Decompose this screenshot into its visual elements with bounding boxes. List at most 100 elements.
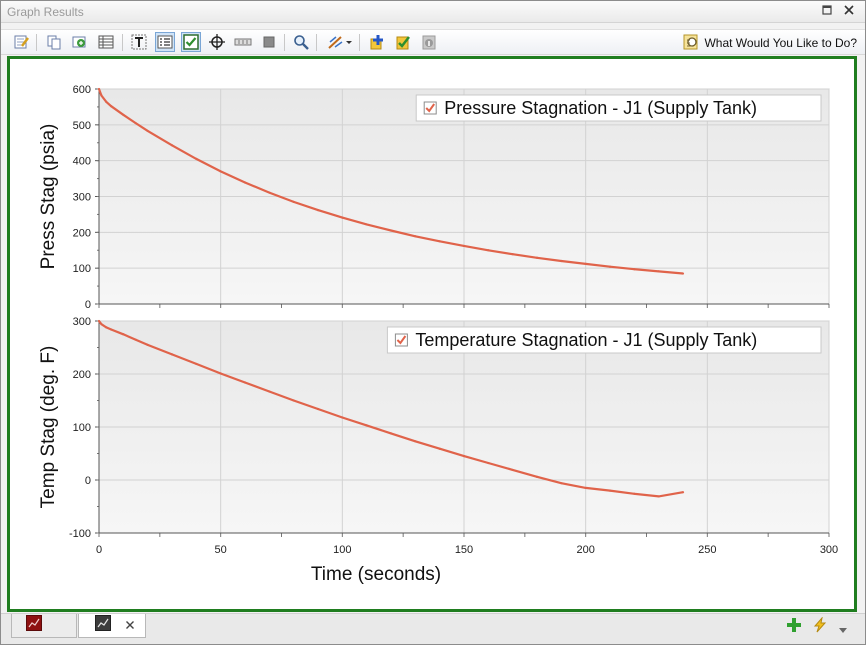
y-tick-label: 500 xyxy=(73,120,91,132)
legend-icon[interactable] xyxy=(155,32,175,52)
data-point xyxy=(633,268,636,271)
data-point xyxy=(110,328,113,331)
data-point xyxy=(170,353,174,356)
stop-icon[interactable] xyxy=(259,32,279,52)
tab-graph-2[interactable] xyxy=(78,614,146,638)
data-point xyxy=(681,491,685,494)
bottom-tab-bar xyxy=(1,613,865,644)
data-point xyxy=(438,447,441,450)
data-point xyxy=(146,129,149,133)
y-tick-label: -100 xyxy=(69,528,91,540)
y-tick-label: 100 xyxy=(73,422,91,434)
data-point xyxy=(100,94,103,97)
y-tick-label: 300 xyxy=(73,316,91,328)
add-icon[interactable] xyxy=(367,32,387,52)
copy-icon[interactable] xyxy=(44,32,64,52)
data-point xyxy=(560,482,563,485)
crosshair-icon[interactable] xyxy=(207,32,227,52)
slider-icon[interactable] xyxy=(233,32,253,52)
data-point xyxy=(633,492,636,495)
data-point xyxy=(535,475,539,478)
data-point xyxy=(170,144,174,147)
tab-chart-1[interactable] xyxy=(11,614,77,638)
data-point xyxy=(608,265,612,268)
data-point xyxy=(681,272,685,275)
graph-tab-icon xyxy=(95,615,111,636)
data-point xyxy=(389,432,393,435)
y-tick-label: 0 xyxy=(85,299,91,311)
data-point xyxy=(487,249,490,252)
legend-box xyxy=(386,326,822,354)
data-point xyxy=(97,319,101,323)
data-point xyxy=(122,333,125,336)
data-point xyxy=(110,105,113,108)
data-point xyxy=(219,372,222,375)
legend-checkbox-icon xyxy=(423,101,437,115)
y-tick-label: 200 xyxy=(73,227,91,239)
check-shield-icon[interactable] xyxy=(393,32,413,52)
data-point xyxy=(511,468,514,472)
data-point xyxy=(146,343,149,346)
data-point xyxy=(105,100,108,103)
restore-icon[interactable] xyxy=(820,5,834,19)
edit-icon[interactable] xyxy=(11,32,31,52)
x-tick-label: 0 xyxy=(96,544,102,556)
data-point xyxy=(414,440,417,443)
text-icon[interactable] xyxy=(129,32,149,52)
data-point xyxy=(100,323,103,326)
info-icon[interactable] xyxy=(419,32,439,52)
zoom-icon[interactable] xyxy=(291,32,311,52)
data-point xyxy=(657,270,660,273)
toolbar-separator xyxy=(359,34,360,51)
data-point xyxy=(584,486,587,490)
data-point xyxy=(438,240,441,243)
y-tick-label: 400 xyxy=(73,156,91,168)
data-point xyxy=(243,181,247,184)
wand-icon[interactable] xyxy=(326,32,354,52)
table-icon[interactable] xyxy=(96,32,116,52)
data-point xyxy=(134,338,137,341)
toolbar-separator xyxy=(122,34,123,51)
data-point xyxy=(560,259,563,263)
graph-frame: 0 100 200 300 400 500 600 Press Stag (psia) Pres… xyxy=(7,56,857,612)
dropdown-icon[interactable] xyxy=(838,621,848,639)
data-point xyxy=(292,399,295,402)
close-icon[interactable] xyxy=(842,5,856,19)
what-would-you-like-button[interactable]: What Would You Like to Do? xyxy=(683,33,857,53)
y-tick-label: 100 xyxy=(73,263,91,275)
add-icon[interactable] xyxy=(786,617,802,638)
data-point xyxy=(462,244,466,248)
data-point xyxy=(487,461,490,465)
data-point xyxy=(389,229,393,232)
data-point xyxy=(243,381,247,384)
data-point xyxy=(195,157,198,160)
window-title: Graph Results xyxy=(7,5,84,19)
search-help-icon xyxy=(683,34,699,53)
x-tick-label: 150 xyxy=(455,544,473,556)
data-point xyxy=(608,489,612,492)
x-tick-label: 50 xyxy=(215,544,227,556)
data-point xyxy=(195,362,198,366)
x-tick-label: 200 xyxy=(576,544,594,556)
export-icon[interactable] xyxy=(69,32,89,52)
toolbar: What Would You Like to Do? xyxy=(1,29,865,55)
y-tick-label: 300 xyxy=(73,192,91,204)
checkbox-icon[interactable] xyxy=(181,32,201,52)
y-tick-label: 600 xyxy=(73,84,91,96)
legend-box xyxy=(415,94,822,122)
close-icon[interactable] xyxy=(125,617,135,635)
x-tick-label: 250 xyxy=(698,544,716,556)
data-point xyxy=(511,253,514,256)
toolbar-separator xyxy=(316,34,317,51)
y-axis-label: Press Stag (psia) xyxy=(38,124,59,270)
y-tick-label: 0 xyxy=(85,475,91,487)
data-point xyxy=(414,235,417,238)
toolbar-separator xyxy=(36,34,37,51)
data-point xyxy=(462,455,466,458)
lightning-icon[interactable] xyxy=(812,616,828,638)
toolbar-separator xyxy=(284,34,285,51)
legend-label: Pressure Stagnation - J1 (Supply Tank) xyxy=(444,98,757,118)
data-point xyxy=(341,416,344,419)
